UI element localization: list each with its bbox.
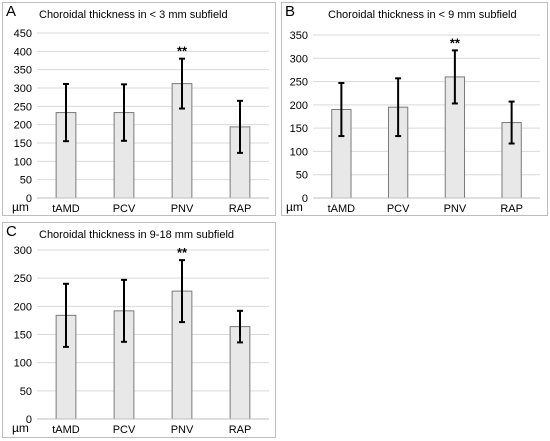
bar-chart: 0 50 100 150 200 250 300 tAMD PCV ** PNV RAP — [14, 245, 269, 436]
y-tick-label: 200 — [290, 100, 308, 112]
y-tick-label: 400 — [14, 46, 32, 58]
y-tick-label: 250 — [14, 273, 32, 285]
y-tick-label: 250 — [290, 77, 308, 89]
x-tick-label: RAP — [229, 424, 252, 436]
y-tick-label: 300 — [14, 245, 32, 257]
chart-panel-c: C Choroidal thickness in 9-18 mm subfiel… — [2, 222, 276, 438]
y-tick-label: 150 — [14, 330, 32, 342]
y-tick-label: 0 — [26, 414, 32, 426]
y-axis-unit: µm — [12, 421, 29, 435]
x-tick-label: RAP — [500, 203, 523, 215]
y-tick-label: 200 — [14, 301, 32, 313]
panel-label: A — [6, 3, 17, 20]
chart-title: Choroidal thickness in < 3 mm subfield — [39, 9, 228, 21]
y-tick-label: 100 — [14, 358, 32, 370]
chart-title: Choroidal thickness in < 9 mm subfield — [328, 9, 517, 21]
x-tick-label: PCV — [387, 203, 410, 215]
x-tick-label: RAP — [229, 203, 252, 215]
y-tick-label: 150 — [290, 123, 308, 135]
significance-marker: ** — [450, 35, 461, 50]
y-tick-label: 450 — [14, 28, 32, 40]
chart-panel-a: A Choroidal thickness in < 3 mm subfield… — [2, 2, 276, 216]
panel-label: C — [6, 223, 17, 240]
bar-chart: 0 50 100 150 200 250 300 350 tAMD PCV ** PNV RAP — [290, 30, 540, 215]
y-tick-label: 0 — [26, 193, 32, 205]
x-tick-label: PCV — [113, 203, 136, 215]
chart-panel-b: B Choroidal thickness in < 9 mm subfield… — [281, 2, 548, 216]
significance-marker: ** — [177, 245, 188, 260]
y-axis-unit: µm — [286, 200, 303, 214]
x-tick-label: PCV — [113, 424, 136, 436]
chart-title: Choroidal thickness in 9-18 mm subfield — [39, 229, 235, 241]
x-tick-label: tAMD — [328, 203, 356, 215]
y-tick-label: 50 — [296, 170, 308, 182]
y-tick-label: 350 — [290, 30, 308, 42]
significance-marker: ** — [177, 44, 188, 59]
y-axis-unit: µm — [12, 200, 29, 214]
y-tick-label: 50 — [20, 175, 32, 187]
y-tick-label: 250 — [14, 101, 32, 113]
y-tick-label: 100 — [14, 156, 32, 168]
y-tick-label: 350 — [14, 65, 32, 77]
y-tick-label: 150 — [14, 138, 32, 150]
bar-chart: 0 50 100 150 200 250 300 350 400 450 tAMD PCV ** PNV R… — [14, 28, 269, 215]
x-tick-label: PNV — [171, 424, 194, 436]
x-tick-label: tAMD — [52, 203, 80, 215]
x-tick-label: tAMD — [52, 424, 80, 436]
y-tick-label: 300 — [290, 53, 308, 65]
y-tick-label: 300 — [14, 83, 32, 95]
y-tick-label: 50 — [20, 386, 32, 398]
y-tick-label: 100 — [290, 146, 308, 158]
panel-label: B — [285, 3, 296, 20]
x-tick-label: PNV — [444, 203, 467, 215]
x-tick-label: PNV — [171, 203, 194, 215]
y-tick-label: 0 — [302, 193, 308, 205]
y-tick-label: 200 — [14, 120, 32, 132]
